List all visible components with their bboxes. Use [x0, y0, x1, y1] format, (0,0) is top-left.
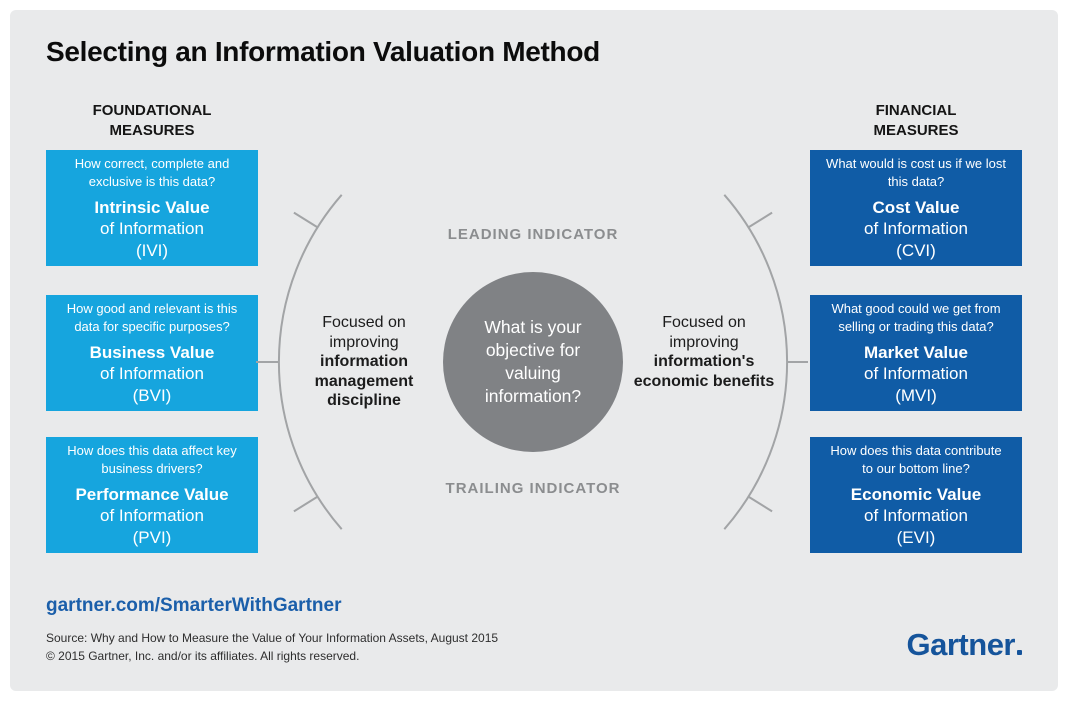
source-line: Source: Why and How to Measure the Value…: [46, 631, 499, 645]
financial-header-line1: FINANCIAL: [875, 102, 957, 119]
box-abbr: (CVI): [896, 240, 936, 260]
gartner-logo-registered-dot: [1017, 650, 1022, 655]
box-question: How does this data affect key business d…: [67, 443, 237, 476]
left-focus-text: Focused on improving information managem…: [289, 313, 439, 411]
box-subtitle: of Information: [100, 364, 204, 384]
objective-circle-text: What is your objective for valuing infor…: [484, 316, 582, 407]
box-abbr: (MVI): [895, 385, 937, 405]
diagram-card: Selecting an Information Valuation Metho…: [10, 10, 1058, 691]
box-question: What would is cost us if we lost this da…: [826, 156, 1006, 189]
box-abbr: (PVI): [132, 527, 172, 547]
box-question: How correct, complete and exclusive is t…: [74, 156, 230, 189]
right-focus-normal: Focused on improving: [662, 314, 746, 351]
right-arc-tick-bottom: [747, 495, 773, 513]
box-name: Business Value: [89, 343, 215, 363]
leading-indicator-label: LEADING INDICATOR: [447, 226, 619, 243]
box-subtitle: of Information: [864, 364, 968, 384]
right-focus-bold: information's economic benefits: [633, 353, 775, 390]
copyright-line: © 2015 Gartner, Inc. and/or its affiliat…: [46, 649, 360, 663]
box-abbr: (BVI): [132, 385, 172, 405]
box-subtitle: of Information: [864, 506, 968, 526]
performance-value-box: How does this data affect key business d…: [46, 437, 258, 553]
page-title: Selecting an Information Valuation Metho…: [46, 36, 600, 67]
left-arc-tick-top: [293, 211, 319, 229]
business-value-box: How good and relevant is this data for s…: [46, 295, 258, 411]
box-abbr: (EVI): [896, 527, 936, 547]
box-question: How good and relevant is this data for s…: [66, 301, 238, 334]
financial-header-line2: MEASURES: [873, 121, 959, 139]
right-arc-tick-top: [747, 211, 773, 229]
intrinsic-value-box: How correct, complete and exclusive is t…: [46, 150, 258, 266]
right-focus-text: Focused on improving information's econo…: [629, 313, 779, 391]
left-arc-tick-bottom: [293, 495, 319, 513]
box-name: Economic Value: [850, 485, 982, 505]
left-focus-bold: information management discipline: [314, 353, 414, 410]
box-abbr: (IVI): [135, 240, 169, 260]
foundational-measures-header: FOUNDATIONAL MEASURES: [46, 101, 258, 140]
foundational-header-line1: FOUNDATIONAL: [92, 102, 212, 119]
box-name: Cost Value: [872, 198, 960, 218]
market-value-box: What good could we get from selling or t…: [810, 295, 1022, 411]
box-question: How does this data contribute to our bot…: [830, 443, 1002, 476]
box-name: Market Value: [864, 343, 968, 363]
gartner-logo: Gartner: [907, 627, 1022, 663]
box-subtitle: of Information: [100, 219, 204, 239]
box-name: Performance Value: [75, 485, 229, 505]
box-subtitle: of Information: [864, 219, 968, 239]
box-question: What good could we get from selling or t…: [831, 301, 1001, 334]
box-name: Intrinsic Value: [94, 198, 210, 218]
box-subtitle: of Information: [100, 506, 204, 526]
foundational-header-line2: MEASURES: [109, 121, 195, 139]
financial-measures-header: FINANCIAL MEASURES: [810, 101, 1022, 140]
gartner-logo-text: Gartner: [906, 627, 1016, 662]
objective-circle: What is your objective for valuing infor…: [443, 272, 623, 452]
cost-value-box: What would is cost us if we lost this da…: [810, 150, 1022, 266]
gartner-url-link[interactable]: gartner.com/SmarterWithGartner: [46, 595, 342, 616]
left-focus-normal: Focused on improving: [322, 314, 406, 351]
economic-value-box: How does this data contribute to our bot…: [810, 437, 1022, 553]
trailing-indicator-label: TRAILING INDICATOR: [445, 480, 621, 497]
